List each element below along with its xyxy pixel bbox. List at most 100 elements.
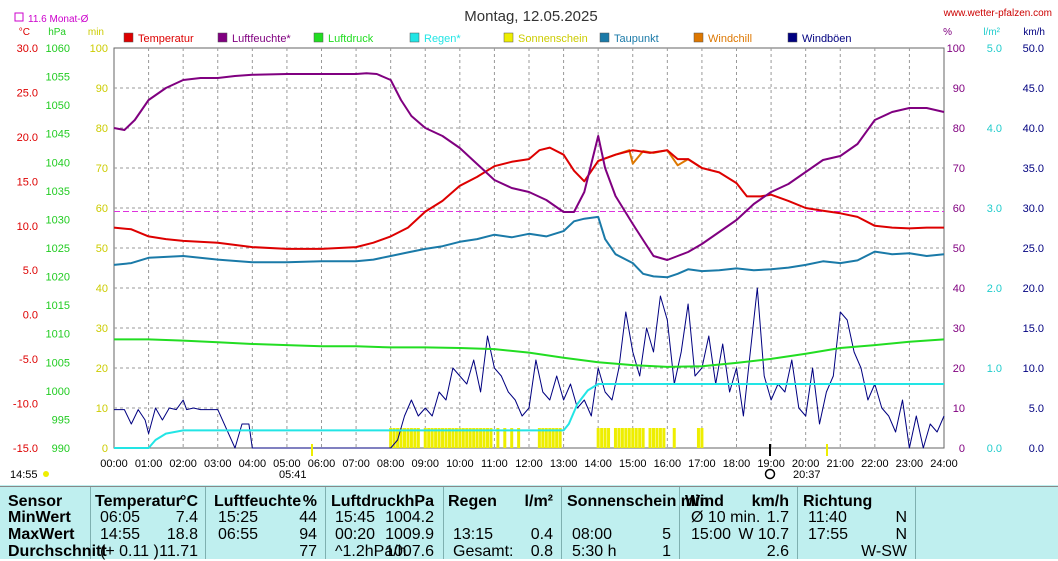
minutes-tick-label: 0 <box>102 443 108 455</box>
rain-tick-label: 1.0 <box>987 363 1002 375</box>
pressure-tick-label: 1040 <box>46 157 70 169</box>
wind-tick-label: 25.0 <box>1023 243 1044 255</box>
direction-value: N <box>895 526 907 543</box>
x-tick-label: 10:00 <box>446 458 474 470</box>
direction-time: 11:40 <box>808 509 847 526</box>
header-pressure-unit: hPa <box>404 493 434 510</box>
table-separator <box>0 486 1058 487</box>
x-tick-label: 09:00 <box>411 458 439 470</box>
table-column-divider <box>561 487 562 559</box>
minutes-tick-label: 10 <box>96 403 108 415</box>
wind-tick-label: 40.0 <box>1023 123 1044 135</box>
pressure-time: 00:20 <box>335 526 376 543</box>
pressure-tick-label: 990 <box>52 443 70 455</box>
header-regen: Regen <box>448 493 497 510</box>
sunshine-bar <box>627 428 631 448</box>
legend-label: Windböen <box>802 33 852 45</box>
legend-label: Sonnenschein <box>518 33 588 45</box>
pressure-tick-label: 1035 <box>46 186 70 198</box>
sunrise-time: 05:41 <box>279 469 307 481</box>
temp-time: (+ 0.11 ) <box>100 543 159 560</box>
minutes-tick-label: 70 <box>96 163 108 175</box>
site-link[interactable]: www.wetter-pfalzen.com <box>943 8 1052 19</box>
legend-swatch <box>409 32 420 43</box>
sunshine-bar <box>430 428 434 448</box>
sunshine-bar <box>496 428 500 448</box>
legend-swatch <box>313 32 324 43</box>
row-label: Durchschnitt <box>8 543 107 560</box>
legend-label: Regen* <box>424 33 461 45</box>
sunshine-bar <box>454 428 458 448</box>
series-luftfeuchte-line <box>113 72 945 261</box>
humidity-tick-label: 20 <box>953 363 965 375</box>
sunshine-bar <box>620 428 624 448</box>
rain-axis-label: l/m² <box>983 27 1000 38</box>
row-label: MinWert <box>8 509 71 526</box>
monthly-avg-swatch <box>14 12 24 22</box>
chart-grid <box>113 47 945 449</box>
wind-value: W 10.7 <box>738 526 789 543</box>
sunshine-bar <box>465 428 469 448</box>
sunshine-bar <box>468 428 472 448</box>
sunshine-bar <box>475 428 479 448</box>
pressure-tick-label: 1030 <box>46 214 70 226</box>
rain-value: 0.4 <box>530 526 553 543</box>
header-rain-unit: l/m² <box>524 493 553 510</box>
wind-axis-label: km/h <box>1023 27 1045 38</box>
pressure-tick-label: 1050 <box>46 100 70 112</box>
legend-swatch <box>123 32 134 43</box>
humidity-tick-label: 0 <box>959 443 965 455</box>
pressure-value: 1007.6 <box>385 543 434 560</box>
sunshine-bar <box>641 428 645 448</box>
rain-tick-label: 5.0 <box>987 43 1002 55</box>
sunshine-bar <box>613 428 617 448</box>
minutes-tick-label: 30 <box>96 323 108 335</box>
sunshine-bar <box>427 428 431 448</box>
sunshine-bar <box>482 428 486 448</box>
sunshine-bar <box>447 428 451 448</box>
legend-swatch <box>787 32 798 43</box>
legend-label: Luftfeuchte* <box>232 33 291 45</box>
wind-tick-label: 35.0 <box>1023 163 1044 175</box>
sunshine-bar <box>416 428 420 448</box>
sun-time: 08:00 <box>572 526 613 543</box>
temp-tick-label: 5.0 <box>23 265 38 277</box>
sunshine-bar <box>658 428 662 448</box>
sunshine-bar <box>634 428 638 448</box>
wind-value: 2.6 <box>766 543 789 560</box>
minutes-tick-label: 20 <box>96 363 108 375</box>
x-tick-label: 07:00 <box>342 458 370 470</box>
sunshine-bar <box>555 428 559 448</box>
sunshine-bar <box>441 428 445 448</box>
sunshine-bar <box>458 428 462 448</box>
x-tick-label: 00:00 <box>100 458 128 470</box>
direction-time: 17:55 <box>808 526 849 543</box>
x-tick-label: 19:00 <box>757 458 785 470</box>
wind-tick-label: 50.0 <box>1023 43 1044 55</box>
sunshine-bar <box>624 428 628 448</box>
sunrise-left-time: 14:55 <box>10 469 38 481</box>
series-windben-line <box>114 287 945 449</box>
minutes-tick-label: 60 <box>96 203 108 215</box>
header-sensor: Sensor <box>8 493 63 510</box>
rain-value: 0.8 <box>530 543 553 560</box>
wind-tick-label: 45.0 <box>1023 83 1044 95</box>
pressure-time: ^1.2hPa/h <box>335 543 407 560</box>
pressure-tick-label: 1010 <box>46 329 70 341</box>
sunshine-bar <box>489 428 493 448</box>
sunshine-bar <box>607 428 611 448</box>
legend-swatch <box>693 32 704 43</box>
temp-tick-label: 15.0 <box>17 176 38 188</box>
humidity-time: 06:55 <box>218 526 259 543</box>
pressure-tick-label: 1000 <box>46 386 70 398</box>
x-tick-label: 14:00 <box>584 458 612 470</box>
rain-tick-label: 4.0 <box>987 123 1002 135</box>
humidity-axis-label: % <box>943 27 952 38</box>
table-column-divider <box>443 487 444 559</box>
x-tick-label: 03:00 <box>204 458 232 470</box>
x-tick-label: 15:00 <box>619 458 647 470</box>
pressure-tick-label: 1055 <box>46 72 70 84</box>
x-tick-label: 02:00 <box>169 458 197 470</box>
minutes-tick-label: 50 <box>96 243 108 255</box>
sunshine-bar <box>396 428 400 448</box>
